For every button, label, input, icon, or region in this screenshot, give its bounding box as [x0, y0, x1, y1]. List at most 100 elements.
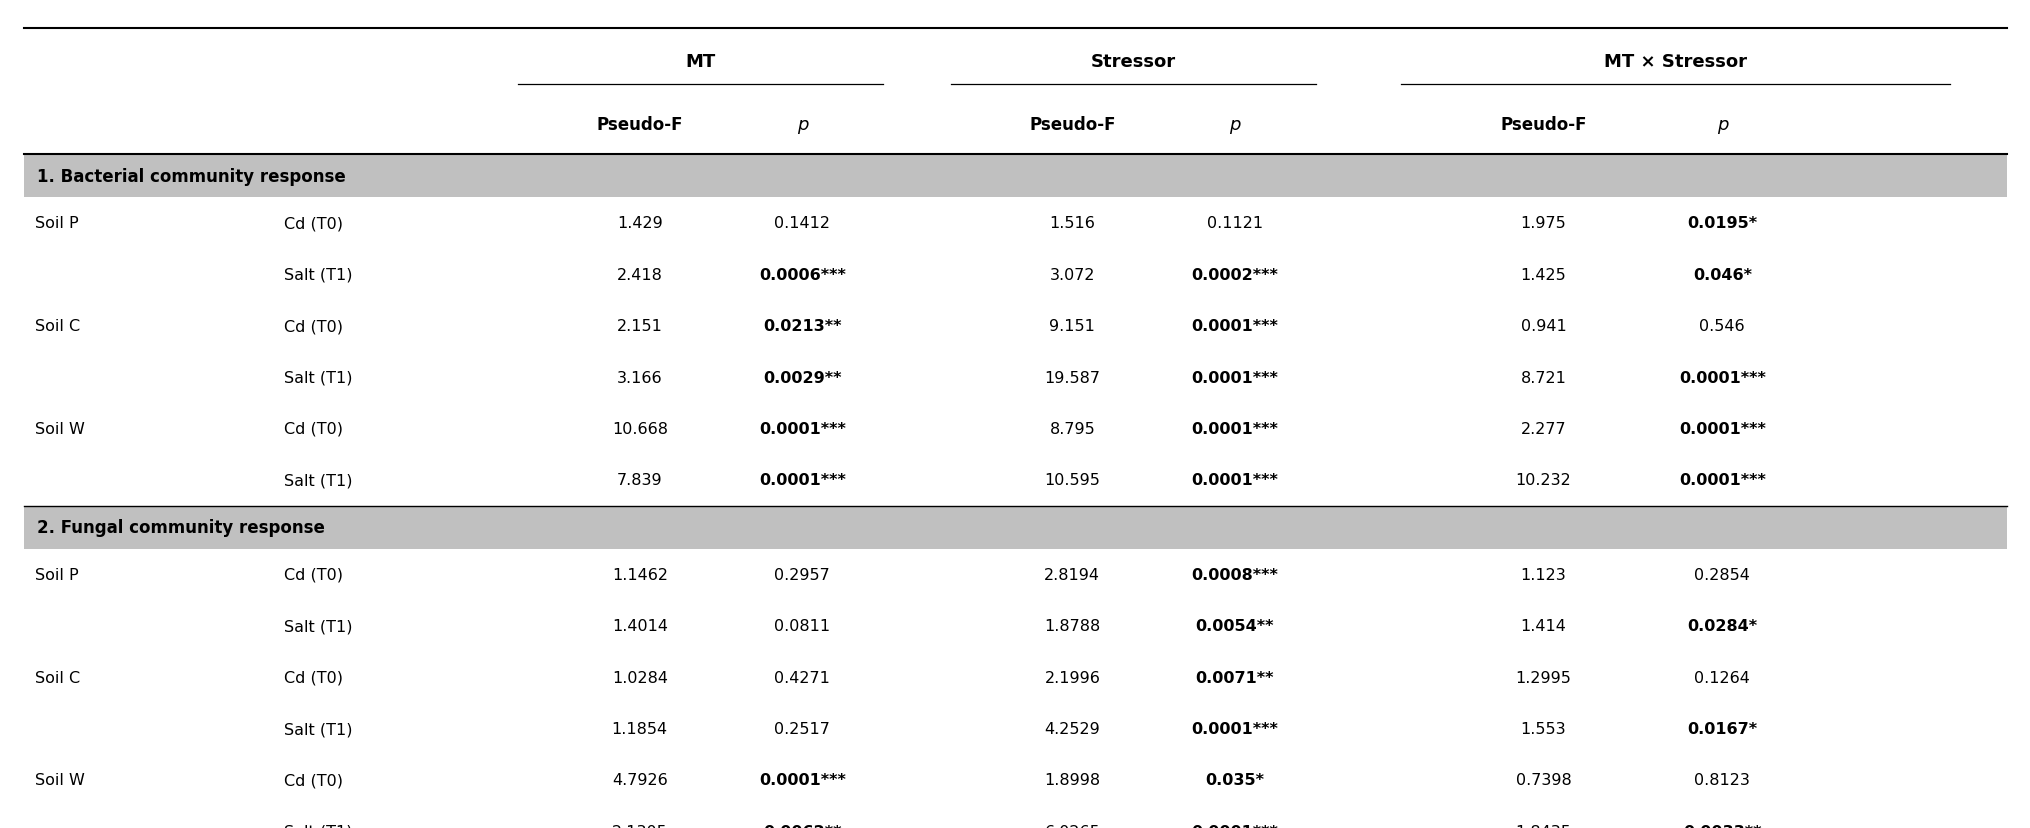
Text: Salt (T1): Salt (T1): [284, 619, 353, 633]
Text: 0.0006***: 0.0006***: [759, 267, 844, 282]
Text: Stressor: Stressor: [1090, 53, 1175, 71]
Text: 0.0284*: 0.0284*: [1687, 619, 1756, 633]
Text: 4.2529: 4.2529: [1043, 721, 1100, 736]
Text: 0.046*: 0.046*: [1691, 267, 1752, 282]
Text: 6.0265: 6.0265: [1043, 824, 1100, 828]
Text: 2.8194: 2.8194: [1043, 567, 1100, 582]
Text: Pseudo-F: Pseudo-F: [1029, 116, 1114, 134]
Text: p: p: [1228, 116, 1240, 134]
Text: 2.277: 2.277: [1520, 421, 1565, 436]
Text: 0.4271: 0.4271: [773, 670, 830, 685]
Bar: [24, 506, 2006, 549]
Text: 0.0001***: 0.0001***: [759, 421, 844, 436]
Text: 2.151: 2.151: [617, 319, 662, 334]
Text: 1.414: 1.414: [1520, 619, 1565, 633]
Text: MT × Stressor: MT × Stressor: [1604, 53, 1746, 71]
Text: 0.941: 0.941: [1520, 319, 1565, 334]
Text: MT: MT: [686, 53, 715, 71]
Text: 0.0001***: 0.0001***: [1192, 721, 1277, 736]
Text: Salt (T1): Salt (T1): [284, 370, 353, 385]
Text: Salt (T1): Salt (T1): [284, 721, 353, 736]
Text: 9.151: 9.151: [1050, 319, 1094, 334]
Text: 0.0195*: 0.0195*: [1687, 216, 1756, 231]
Text: 0.0008***: 0.0008***: [1192, 567, 1277, 582]
Text: 1.1854: 1.1854: [611, 721, 668, 736]
Text: 1.123: 1.123: [1520, 567, 1565, 582]
Text: 0.2854: 0.2854: [1693, 567, 1750, 582]
Text: 1.8788: 1.8788: [1043, 619, 1100, 633]
Text: 10.595: 10.595: [1043, 473, 1100, 488]
Text: 2.1305: 2.1305: [611, 824, 668, 828]
Text: Cd (T0): Cd (T0): [284, 670, 343, 685]
Text: 1.553: 1.553: [1520, 721, 1565, 736]
Text: 1.2995: 1.2995: [1514, 670, 1571, 685]
Text: 10.232: 10.232: [1514, 473, 1571, 488]
Text: 2. Fungal community response: 2. Fungal community response: [37, 518, 325, 537]
Text: Soil P: Soil P: [35, 567, 77, 582]
Text: Cd (T0): Cd (T0): [284, 319, 343, 334]
Text: 0.0029**: 0.0029**: [763, 370, 840, 385]
Text: 0.0001***: 0.0001***: [1192, 319, 1277, 334]
Text: Soil C: Soil C: [35, 670, 79, 685]
Text: 1. Bacterial community response: 1. Bacterial community response: [37, 167, 345, 185]
Text: 0.0001***: 0.0001***: [1192, 824, 1277, 828]
Text: 0.0001***: 0.0001***: [1679, 421, 1764, 436]
Text: 4.7926: 4.7926: [611, 773, 668, 787]
Text: Cd (T0): Cd (T0): [284, 773, 343, 787]
Text: p: p: [796, 116, 808, 134]
Text: 0.035*: 0.035*: [1204, 773, 1265, 787]
Text: 0.0001***: 0.0001***: [759, 773, 844, 787]
Text: 1.8998: 1.8998: [1043, 773, 1100, 787]
Text: Soil W: Soil W: [35, 421, 85, 436]
Text: 0.1121: 0.1121: [1206, 216, 1263, 231]
Text: 1.429: 1.429: [617, 216, 662, 231]
Text: 0.0071**: 0.0071**: [1196, 670, 1273, 685]
Text: Pseudo-F: Pseudo-F: [597, 116, 682, 134]
Text: 0.0002***: 0.0002***: [1192, 267, 1277, 282]
Bar: [24, 155, 2006, 198]
Text: 0.0811: 0.0811: [773, 619, 830, 633]
Text: Cd (T0): Cd (T0): [284, 567, 343, 582]
Text: 0.7398: 0.7398: [1514, 773, 1571, 787]
Text: 0.1264: 0.1264: [1693, 670, 1750, 685]
Text: 1.8435: 1.8435: [1514, 824, 1571, 828]
Text: 0.1412: 0.1412: [773, 216, 830, 231]
Text: Cd (T0): Cd (T0): [284, 216, 343, 231]
Text: 1.425: 1.425: [1520, 267, 1565, 282]
Text: p: p: [1715, 116, 1728, 134]
Text: Soil W: Soil W: [35, 773, 85, 787]
Text: 0.0062**: 0.0062**: [763, 824, 840, 828]
Text: 2.1996: 2.1996: [1043, 670, 1100, 685]
Text: 0.0001***: 0.0001***: [1679, 473, 1764, 488]
Text: Salt (T1): Salt (T1): [284, 267, 353, 282]
Text: 0.0001***: 0.0001***: [1679, 370, 1764, 385]
Text: 19.587: 19.587: [1043, 370, 1100, 385]
Text: 10.668: 10.668: [611, 421, 668, 436]
Text: 0.0001***: 0.0001***: [759, 473, 844, 488]
Text: 8.721: 8.721: [1520, 370, 1565, 385]
Text: 0.0001***: 0.0001***: [1192, 421, 1277, 436]
Text: 0.0213**: 0.0213**: [763, 319, 840, 334]
Text: 1.4014: 1.4014: [611, 619, 668, 633]
Text: 0.0001***: 0.0001***: [1192, 370, 1277, 385]
Text: Salt (T1): Salt (T1): [284, 473, 353, 488]
Text: 0.0001***: 0.0001***: [1192, 473, 1277, 488]
Text: Soil P: Soil P: [35, 216, 77, 231]
Text: 0.2517: 0.2517: [773, 721, 830, 736]
Text: 0.8123: 0.8123: [1693, 773, 1750, 787]
Text: Pseudo-F: Pseudo-F: [1500, 116, 1585, 134]
Text: Salt (T1): Salt (T1): [284, 824, 353, 828]
Text: Cd (T0): Cd (T0): [284, 421, 343, 436]
Text: 1.0284: 1.0284: [611, 670, 668, 685]
Text: 3.166: 3.166: [617, 370, 662, 385]
Text: 2.418: 2.418: [617, 267, 662, 282]
Text: 1.516: 1.516: [1050, 216, 1094, 231]
Text: 3.072: 3.072: [1050, 267, 1094, 282]
Text: Soil C: Soil C: [35, 319, 79, 334]
Text: 1.975: 1.975: [1520, 216, 1565, 231]
Text: 0.2957: 0.2957: [773, 567, 830, 582]
Text: 0.0167*: 0.0167*: [1687, 721, 1756, 736]
Text: 8.795: 8.795: [1050, 421, 1094, 436]
Text: 0.0054**: 0.0054**: [1196, 619, 1273, 633]
Text: 1.1462: 1.1462: [611, 567, 668, 582]
